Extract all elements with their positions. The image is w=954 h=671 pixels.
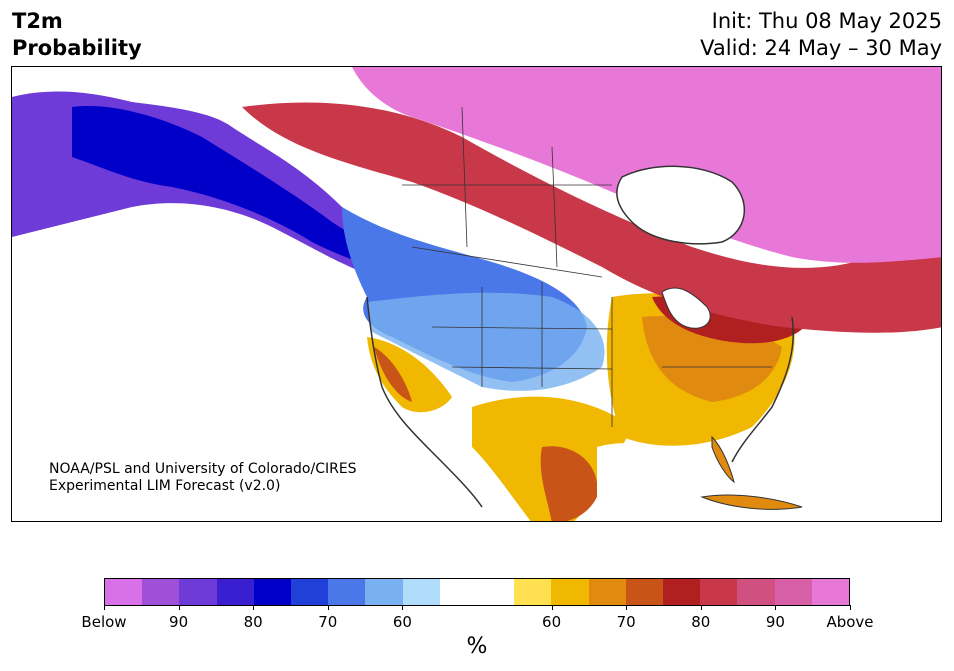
gulf-of-mexico — [597, 443, 693, 521]
colorbar-tick-mark — [178, 605, 180, 610]
map-svg — [12, 67, 941, 521]
credit-text: NOAA/PSL and University of Colorado/CIRE… — [49, 461, 357, 495]
colorbar-segment — [514, 579, 552, 605]
forecast-dates: Init: Thu 08 May 2025 Valid: 24 May – 30… — [700, 8, 942, 62]
region-texas-core — [540, 446, 598, 521]
great-lakes — [661, 287, 711, 329]
colorbar-segment — [216, 579, 254, 605]
region-canada-band — [242, 102, 941, 333]
title-line-2: Probability — [12, 36, 142, 60]
colorbar-tick-mark — [775, 605, 777, 610]
region-alaska-core — [72, 106, 422, 273]
colorbar-segment — [253, 579, 292, 605]
coastline-east — [731, 316, 795, 463]
colorbar-segment — [700, 579, 738, 605]
colorbar-tick-mark — [551, 605, 553, 610]
region-plains-light — [367, 292, 605, 391]
colorbar-segment — [774, 579, 812, 605]
florida — [711, 435, 735, 484]
colorbar-segment — [291, 579, 329, 605]
credit-line-1: NOAA/PSL and University of Colorado/CIRE… — [49, 461, 357, 477]
colorbar-tick-mark — [700, 605, 702, 610]
colorbar-segment — [477, 579, 515, 605]
colorbar-tick-label: 80 — [243, 613, 263, 631]
colorbar-segment — [328, 579, 366, 605]
colorbar-tick-mark — [626, 605, 628, 610]
colorbar-tick-mark — [104, 605, 105, 610]
colorbar-tick-label: 90 — [169, 613, 189, 631]
colorbar-segment — [179, 579, 217, 605]
colorbar — [104, 578, 850, 606]
colorbar-segment — [439, 579, 478, 605]
init-date: Init: Thu 08 May 2025 — [711, 9, 942, 33]
colorbar-tick-mark — [850, 605, 851, 610]
region-southwest-above — [367, 337, 452, 413]
colorbar-tick-label: Above — [826, 613, 874, 631]
colorbar-segment — [588, 579, 626, 605]
colorbar-segment — [402, 579, 440, 605]
coastline-west — [366, 296, 483, 508]
colorbar-segment — [811, 579, 850, 605]
boundaries — [402, 106, 772, 427]
colorbar-tick-label: 70 — [318, 613, 338, 631]
credit-line-2: Experimental LIM Forecast (v2.0) — [49, 478, 281, 494]
colorbar-tick-label: 70 — [616, 613, 636, 631]
colorbar-tick-mark — [402, 605, 404, 610]
colorbar-segment — [365, 579, 403, 605]
colorbar-tick-label: 90 — [765, 613, 785, 631]
colorbar-segment — [551, 579, 589, 605]
colorbar-tick-mark — [253, 605, 255, 610]
probability-map — [11, 66, 942, 522]
cuba — [700, 494, 803, 510]
title-line-1: T2m — [12, 9, 63, 33]
colorbar-tick-mark — [327, 605, 329, 610]
colorbar-tick-label: 60 — [542, 613, 562, 631]
colorbar-segment — [625, 579, 664, 605]
colorbar-segment — [105, 579, 143, 605]
region-canada-above — [352, 67, 941, 263]
colorbar-segment — [142, 579, 180, 605]
colorbar-tick-label: 80 — [691, 613, 711, 631]
colorbar-tick-label: 60 — [392, 613, 412, 631]
region-california-core — [374, 347, 412, 402]
map-title: T2m Probability — [12, 8, 142, 62]
valid-date: Valid: 24 May – 30 May — [700, 36, 942, 60]
colorbar-tick-label: Below — [81, 613, 127, 631]
hudson-bay — [616, 165, 746, 245]
colorbar-unit: % — [466, 634, 488, 659]
colorbar-segment — [663, 579, 701, 605]
colorbar-segment — [737, 579, 775, 605]
